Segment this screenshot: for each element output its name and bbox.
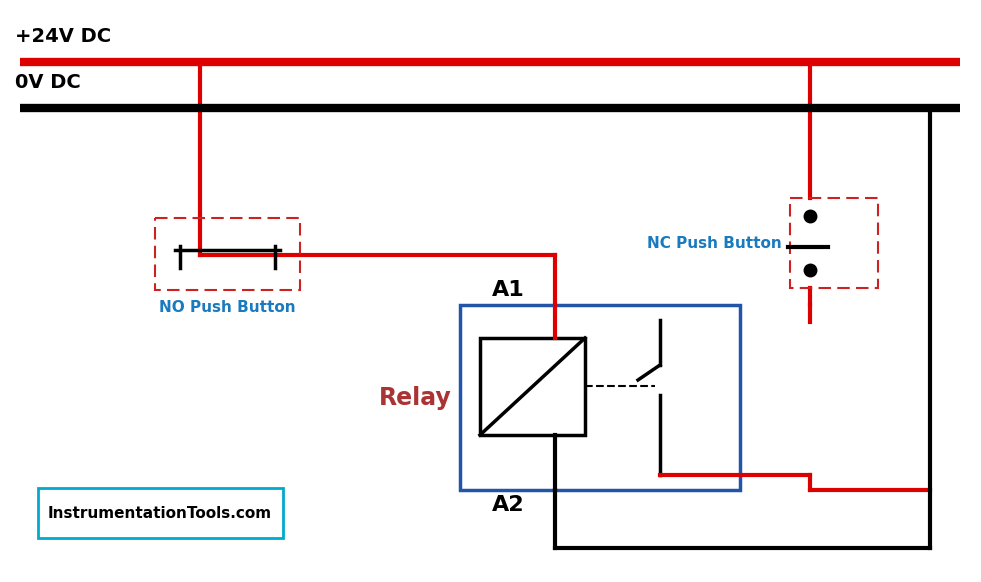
Text: Relay: Relay [380, 385, 452, 410]
Text: NO Push Button: NO Push Button [159, 300, 296, 315]
Bar [155, 218, 300, 290]
Text: InstrumentationTools.com: InstrumentationTools.com [48, 506, 272, 520]
Bar [480, 338, 585, 435]
Text: 0V DC: 0V DC [15, 73, 80, 92]
Text: A1: A1 [492, 280, 525, 300]
Bar [460, 305, 740, 490]
Text: A2: A2 [492, 495, 525, 515]
Text: NC Push Button: NC Push Button [647, 236, 782, 250]
Text: +24V DC: +24V DC [15, 27, 111, 46]
Bar [38, 488, 283, 538]
Bar [790, 198, 878, 288]
